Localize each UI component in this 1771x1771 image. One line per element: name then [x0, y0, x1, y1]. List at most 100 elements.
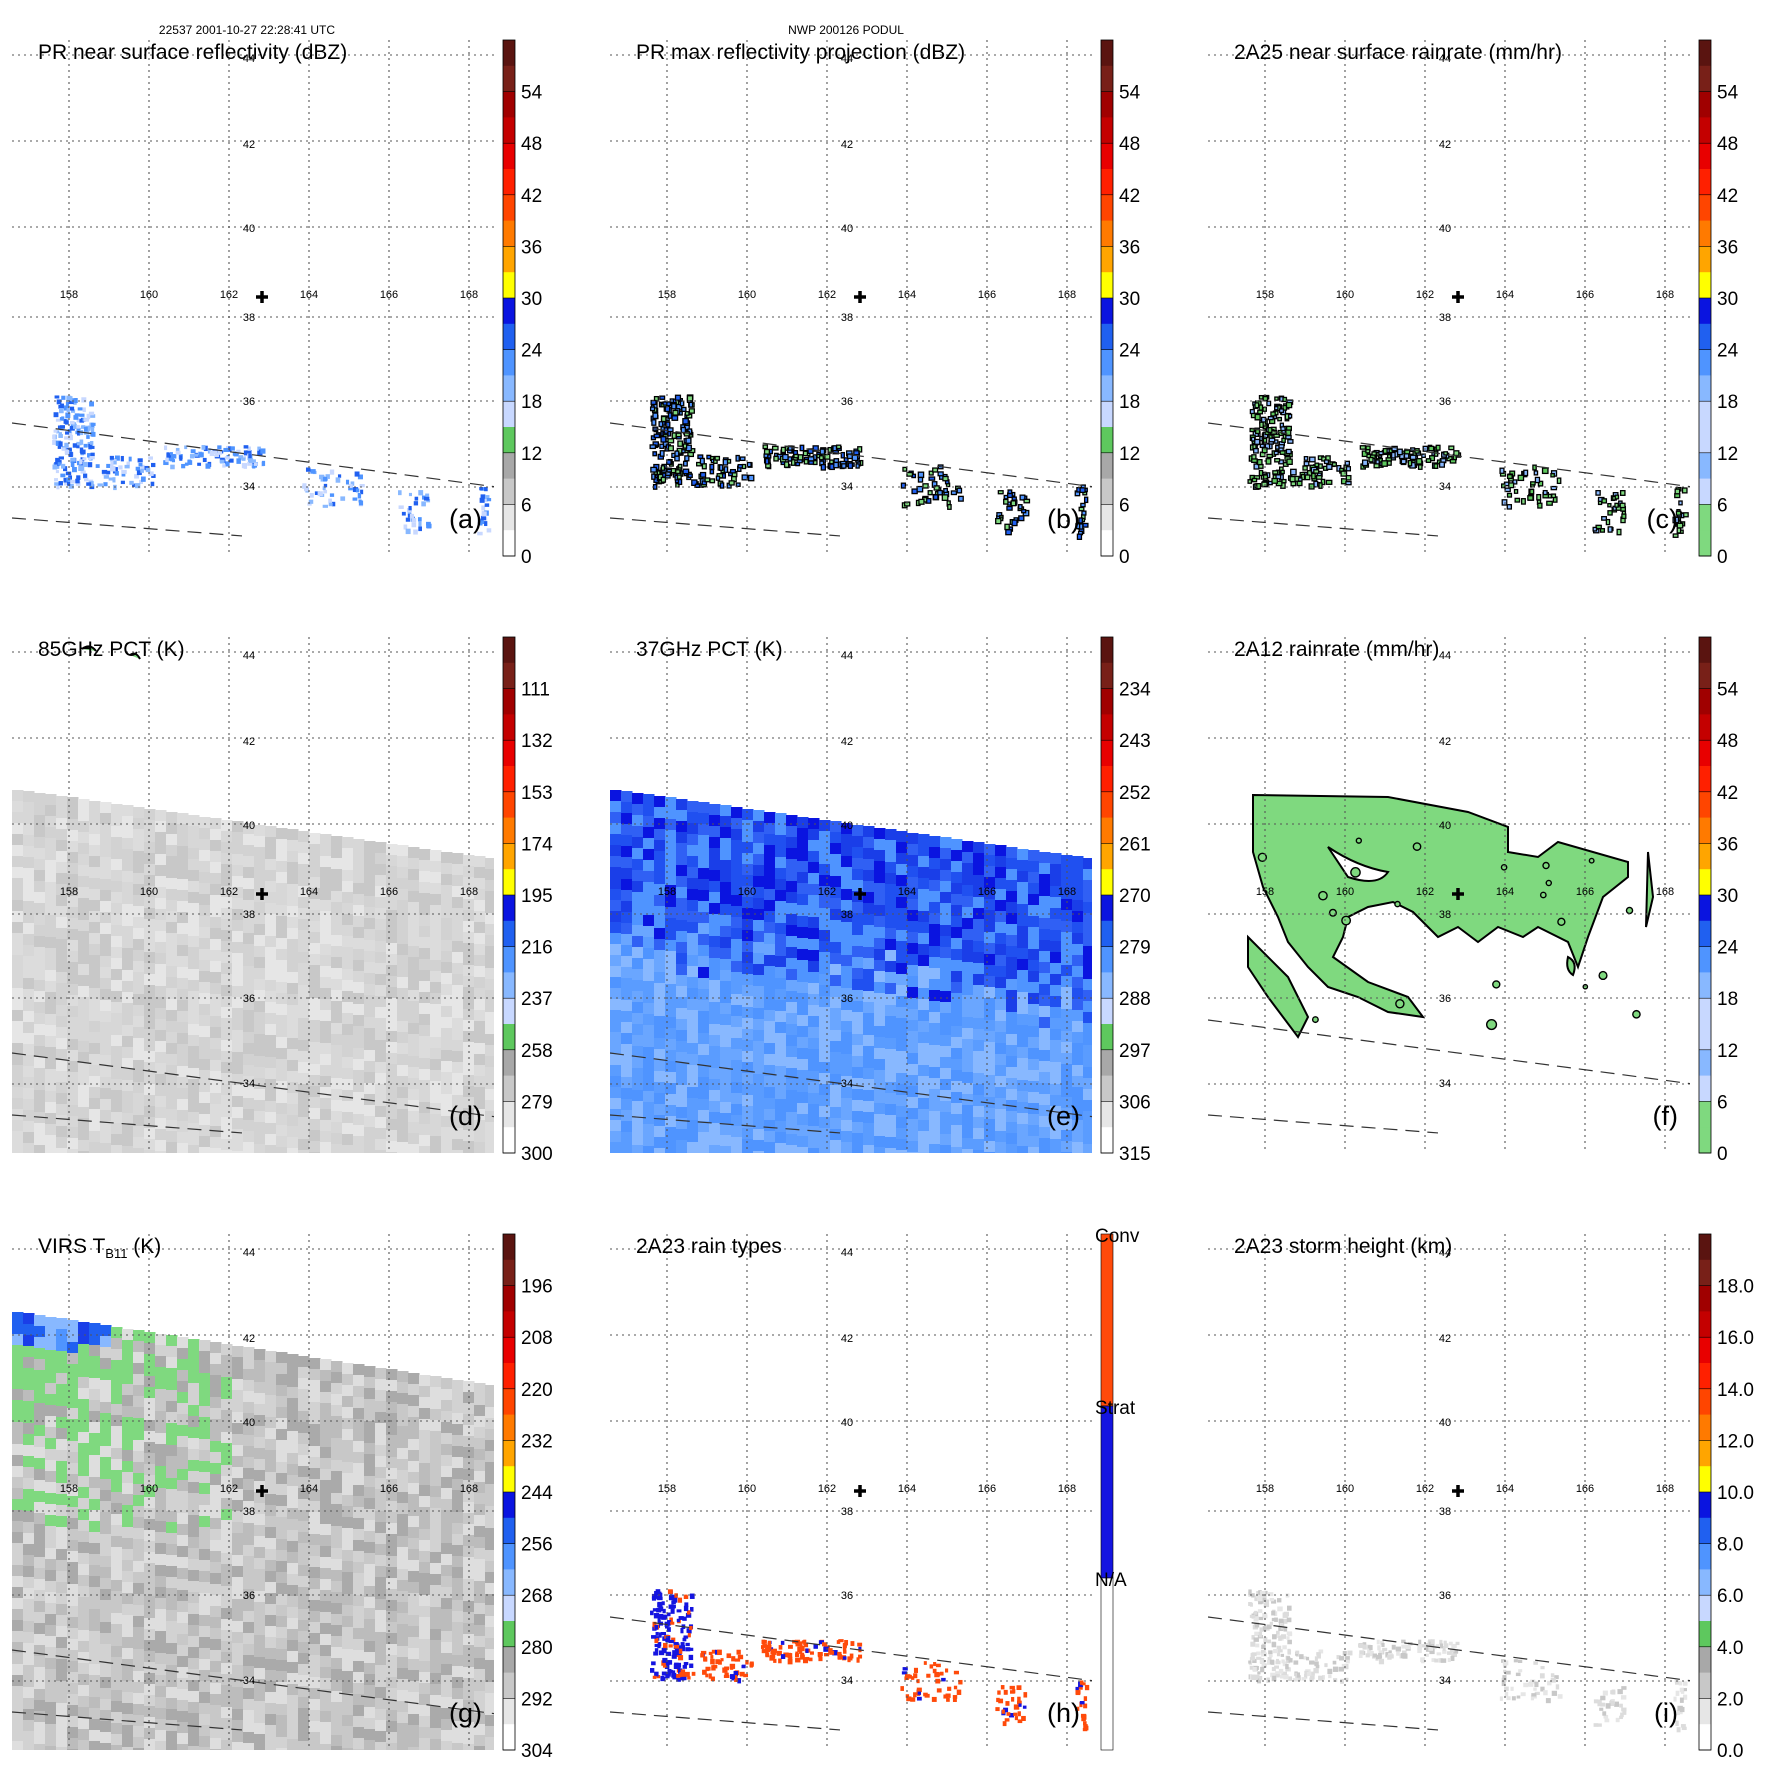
swath-pixel [199, 839, 211, 851]
swath-pixel [1017, 882, 1029, 894]
swath-pixel [775, 813, 787, 825]
data-pixel [1010, 500, 1017, 507]
data-pixel [1282, 404, 1288, 411]
swath-pixel [23, 1401, 35, 1413]
data-pixel [350, 481, 355, 486]
swath-pixel [188, 958, 200, 970]
swath-pixel [819, 941, 831, 953]
swath-pixel [298, 963, 310, 975]
swath-pixel [1072, 1142, 1084, 1153]
swath-pixel [287, 1038, 299, 1050]
swath-pixel [874, 938, 886, 950]
swath-pixel [797, 1147, 809, 1153]
swath-pixel [100, 978, 112, 990]
swath-pixel [122, 1692, 134, 1704]
swath-pixel [34, 1123, 46, 1135]
swath-pixel [210, 1093, 222, 1105]
colorbar-tick-label: 315 [1119, 1144, 1151, 1165]
swath-pixel [397, 889, 409, 901]
swath-pixel [67, 918, 79, 930]
swath-pixel [1039, 1149, 1051, 1153]
colorbar-segment [1699, 91, 1711, 118]
data-pixel [682, 468, 690, 475]
swath-pixel [430, 916, 442, 928]
swath-pixel [111, 958, 123, 970]
swath-pixel [1061, 1031, 1073, 1043]
rain-cell [1588, 857, 1595, 864]
swath-pixel [89, 834, 101, 846]
colorbar-segment [1101, 1127, 1113, 1154]
swath-pixel [397, 878, 409, 890]
swath-pixel [67, 1430, 79, 1442]
swath-pixel [632, 881, 644, 893]
swath-pixel [100, 1523, 112, 1535]
swath-pixel [885, 1027, 897, 1039]
swath-pixel [753, 1041, 765, 1053]
swath-pixel [287, 873, 299, 885]
swath-pixel [1017, 871, 1029, 883]
swath-pixel [397, 1120, 409, 1132]
swath-pixel [632, 1090, 644, 1102]
data-pixel [201, 445, 206, 450]
swath-pixel [709, 980, 721, 992]
swath-pixel [56, 1714, 68, 1726]
swath-pixel [331, 858, 343, 870]
storm-center-marker [1452, 291, 1464, 303]
swath-pixel [199, 883, 211, 895]
swath-pixel [298, 1029, 310, 1041]
swath-pixel [12, 1477, 24, 1489]
swath-pixel [89, 1131, 101, 1143]
swath-pixel [665, 1116, 677, 1128]
data-pixel [1529, 488, 1535, 495]
swath-pixel [973, 1073, 985, 1085]
swath-pixel [144, 1464, 156, 1476]
swath-pixel [56, 895, 68, 907]
swath-pixel [775, 989, 787, 1001]
data-pixel [73, 423, 77, 430]
swath-pixel [1083, 946, 1092, 958]
data-pixel [1508, 482, 1515, 489]
swath-pixel [89, 1686, 101, 1698]
swath-pixel [188, 1361, 200, 1373]
swath-pixel [808, 994, 820, 1006]
swath-pixel [951, 1048, 963, 1060]
data-pixel [323, 476, 328, 482]
colorbar-tick-label: 12 [1717, 444, 1738, 465]
swath-pixel [863, 903, 875, 915]
data-pixel [64, 420, 69, 425]
swath-pixel [720, 882, 732, 894]
swath-pixel [111, 881, 123, 893]
data-pixel [322, 504, 329, 508]
swath-pixel [819, 974, 831, 986]
swath-pixel [984, 1042, 996, 1054]
swath-pixel [122, 1560, 134, 1572]
data-pixel [72, 443, 77, 448]
swath-pixel [188, 1493, 200, 1505]
swath-pixel [353, 971, 365, 983]
swath-pixel [155, 1664, 167, 1676]
data-pixel [230, 446, 234, 450]
swath-pixel [67, 1463, 79, 1475]
swath-pixel [753, 953, 765, 965]
swath-pixel [243, 1098, 255, 1110]
swath-pixel [731, 917, 743, 929]
swath-pixel [45, 1102, 57, 1114]
swath-pixel [166, 1676, 178, 1688]
data-pixel [1006, 505, 1013, 511]
data-pixel [63, 477, 68, 483]
swath-pixel [720, 970, 732, 982]
swath-pixel [408, 990, 420, 1002]
swath-pixel [188, 1636, 200, 1648]
swath-pixel [375, 996, 387, 1008]
swath-pixel [133, 1385, 145, 1397]
swath-pixel [331, 869, 343, 881]
data-pixel [197, 462, 202, 466]
swath-pixel [808, 1005, 820, 1017]
swath-pixel [111, 1382, 123, 1394]
data-pixel [76, 425, 80, 429]
swath-pixel [111, 837, 123, 849]
swath-pixel [852, 880, 864, 892]
swath-pixel [100, 1055, 112, 1067]
swath-pixel [786, 925, 798, 937]
